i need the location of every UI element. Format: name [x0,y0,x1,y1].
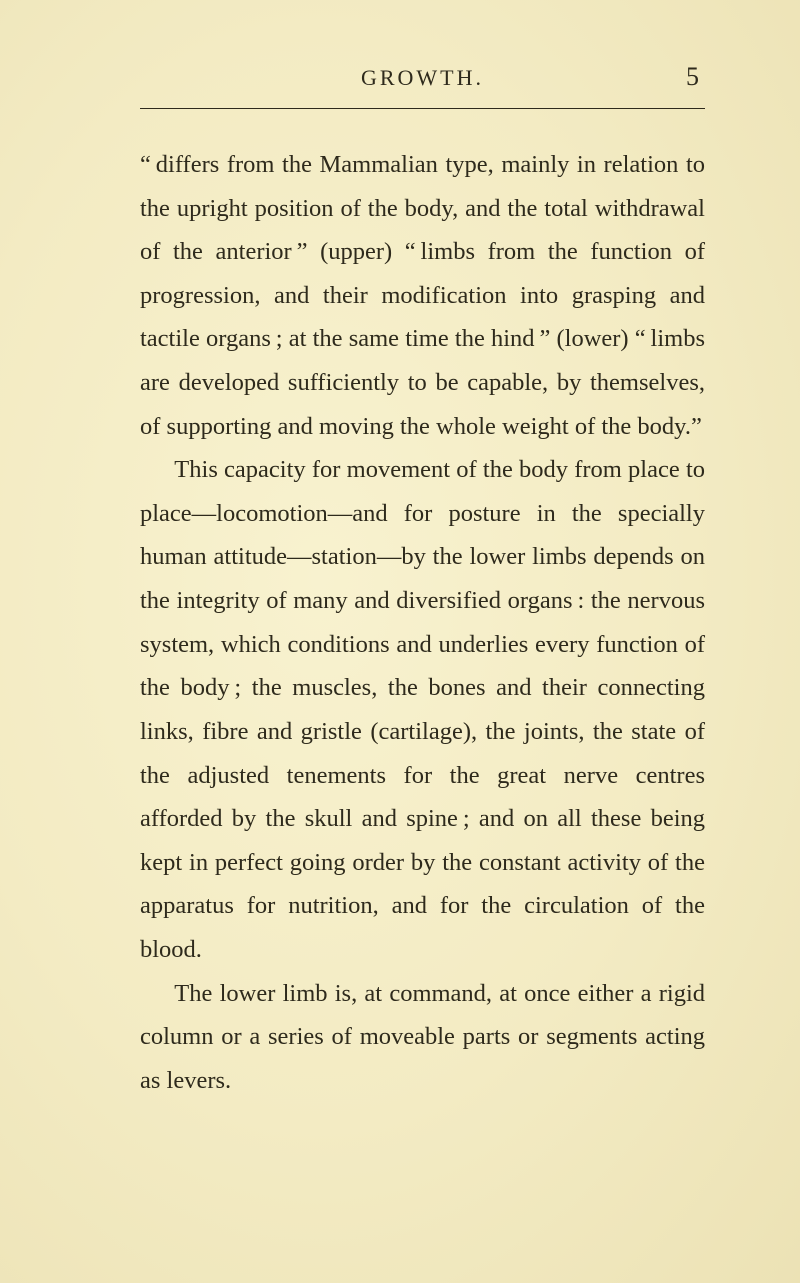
paragraph: This capacity for movement of the body f… [140,448,705,971]
page-number: 5 [669,62,699,92]
page-header: GROWTH. 5 [140,62,705,102]
paragraph: “ differs from the Mammalian type, mainl… [140,143,705,448]
running-head: GROWTH. [176,65,669,91]
header-rule [140,108,705,109]
paragraph: The lower limb is, at command, at once e… [140,972,705,1103]
body-text: “ differs from the Mammalian type, mainl… [140,143,705,1102]
page: GROWTH. 5 “ differs from the Mammalian t… [0,0,800,1283]
